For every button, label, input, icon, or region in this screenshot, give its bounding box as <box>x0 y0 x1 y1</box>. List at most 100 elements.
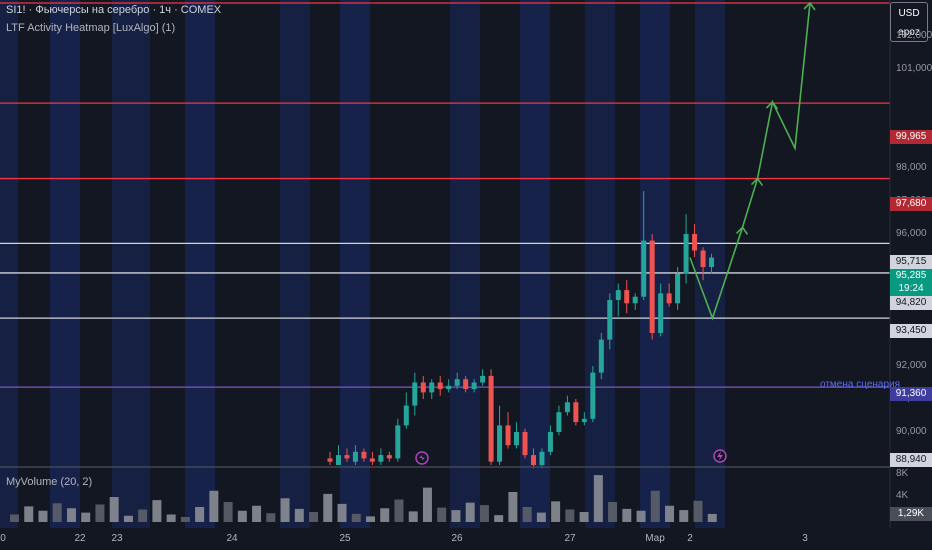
scenario-arrows <box>689 1 816 321</box>
volume-bar <box>707 513 717 522</box>
arrow-head <box>750 177 764 187</box>
volume-bar <box>337 503 347 522</box>
arrow-head <box>765 100 779 110</box>
time-tick: 27 <box>564 533 576 544</box>
heatmap-band <box>450 0 480 528</box>
time-tick: 26 <box>451 533 463 544</box>
volume-bar <box>366 516 375 522</box>
price-tag-resistance-1: 99,965 <box>890 130 932 144</box>
volume-bar <box>10 514 19 522</box>
price-tick: 98,000 <box>896 162 927 173</box>
candle-body <box>488 375 494 462</box>
price-tick: 102,000 <box>896 30 932 41</box>
volume-bar <box>565 509 575 522</box>
candle-body <box>683 234 689 274</box>
candle-body <box>607 300 613 340</box>
time-tick: 0 <box>0 533 6 544</box>
volume-bars <box>10 475 717 522</box>
candle-body <box>624 290 630 304</box>
volume-bar <box>679 510 689 522</box>
arrow-head <box>735 226 749 235</box>
candle-body <box>437 382 443 390</box>
candle-body <box>709 257 715 267</box>
volume-bar <box>223 502 233 522</box>
time-tick: 3 <box>802 533 808 544</box>
volume-bar <box>451 510 461 522</box>
candle-body <box>412 382 418 406</box>
candle-body <box>598 339 604 373</box>
candle-body <box>420 382 426 393</box>
heatmap-band <box>340 0 370 528</box>
candle-body <box>463 379 469 390</box>
volume-bar <box>693 500 703 522</box>
volume-bar <box>166 514 176 522</box>
invalidation-label: отмена сценария <box>820 379 901 390</box>
candle-body <box>675 273 681 304</box>
candle-body <box>530 455 536 465</box>
heatmap-band <box>0 0 18 528</box>
time-tick: Мар <box>645 533 665 544</box>
candle-body <box>505 425 511 446</box>
activity-heatmap-bands <box>0 0 725 528</box>
candle-body <box>471 382 477 390</box>
volume-bar <box>195 507 205 522</box>
heatmap-band <box>280 0 310 528</box>
bar-countdown: 19:24 <box>890 282 932 296</box>
candle-body <box>429 382 435 393</box>
volume-bar <box>479 505 489 522</box>
heatmap-band <box>112 0 150 528</box>
candle-body <box>539 451 545 465</box>
volume-bar <box>294 508 304 522</box>
volume-bar <box>81 512 91 522</box>
volume-bar <box>579 512 589 522</box>
candle-body <box>344 455 350 459</box>
volume-bar <box>66 508 76 522</box>
price-tick: 90,000 <box>896 426 927 437</box>
currency-selector[interactable]: USD apoz <box>890 2 928 42</box>
heatmap-band <box>185 0 215 528</box>
price-tag-resistance-2: 97,680 <box>890 197 932 211</box>
volume-bar <box>536 512 546 522</box>
volume-bar <box>508 492 518 522</box>
volume-bar <box>380 508 390 522</box>
volume-bar <box>408 511 418 522</box>
volume-current-tag: 1,29K <box>890 507 932 521</box>
symbol-title: SI1! · Фьючерсы на серебро · 1ч · COMEX <box>6 4 222 16</box>
volume-bar <box>38 510 48 522</box>
candle-body <box>666 293 672 304</box>
candle-body <box>649 240 655 333</box>
lightning-icon[interactable] <box>415 451 429 465</box>
candle-body <box>700 250 706 267</box>
candle-body <box>327 458 333 462</box>
volume-bar <box>252 505 262 522</box>
volume-indicator-label: MyVolume (20, 2) <box>6 476 93 488</box>
volume-bar <box>237 510 247 522</box>
time-tick: 25 <box>339 533 351 544</box>
volume-bar <box>608 502 618 522</box>
candle-body <box>615 290 621 300</box>
volume-bar <box>280 498 290 522</box>
candle-body <box>692 234 698 251</box>
volume-bar <box>551 501 561 522</box>
candle-body <box>335 455 341 465</box>
price-tag-white-3: 93,450 <box>890 324 932 338</box>
volume-tick: 8K <box>896 468 909 479</box>
heatmap-band <box>585 0 615 528</box>
volume-bar <box>522 507 532 522</box>
candle-body <box>573 402 579 423</box>
candle-body <box>395 425 401 459</box>
price-tag-last: 95,285 <box>890 269 932 283</box>
time-tick: 2 <box>687 533 693 544</box>
lightning-icon[interactable] <box>713 449 727 463</box>
volume-bar <box>422 487 432 522</box>
candle-body <box>556 412 562 432</box>
volume-bar <box>152 500 162 522</box>
volume-bar <box>138 509 148 522</box>
candle-body <box>403 405 409 426</box>
candle-body <box>378 455 384 462</box>
price-tick: 101,000 <box>896 63 932 74</box>
candle-body <box>352 451 358 462</box>
candle-body <box>514 432 520 446</box>
volume-bar <box>622 508 632 522</box>
